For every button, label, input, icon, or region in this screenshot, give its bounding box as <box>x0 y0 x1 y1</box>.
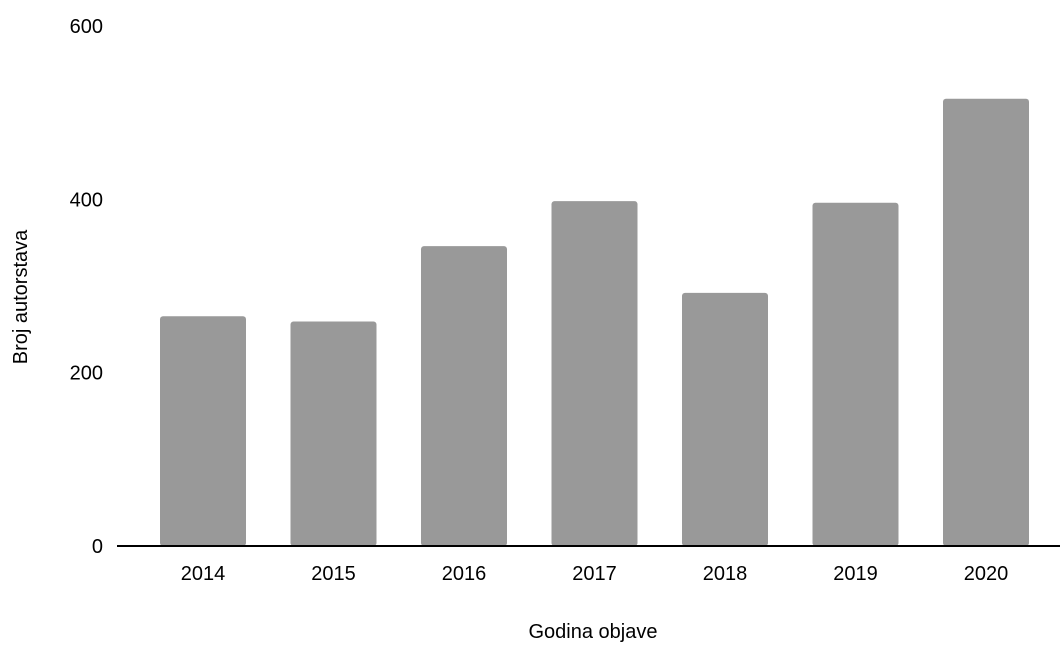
y-tick-label: 200 <box>70 363 103 385</box>
x-tick-label: 2014 <box>181 563 226 585</box>
x-tick-label: 2017 <box>572 563 617 585</box>
x-tick-label: 2016 <box>442 563 487 585</box>
x-tick-label: 2018 <box>703 563 748 585</box>
bar-2014 <box>160 316 246 546</box>
y-tick-label: 400 <box>70 189 103 211</box>
bar-series <box>160 98 1029 547</box>
y-axis-ticks: 0 200 400 600 <box>70 16 103 558</box>
y-tick-label: 0 <box>92 536 103 558</box>
x-tick-label: 2019 <box>833 563 878 585</box>
bar-2017 <box>551 201 638 546</box>
y-tick-label: 600 <box>70 16 103 38</box>
x-tick-label: 2015 <box>311 563 356 585</box>
bar-2019 <box>812 202 899 547</box>
bar-2018 <box>682 292 768 546</box>
bar-2016 <box>421 246 507 546</box>
y-axis-label: Broj autorstava <box>10 229 32 364</box>
bar-2015 <box>290 321 377 546</box>
x-axis-ticks: 2014 2015 2016 2017 2018 2019 2020 <box>181 563 1009 585</box>
x-axis-label: Godina objave <box>529 621 658 642</box>
x-tick-label: 2020 <box>964 563 1009 585</box>
bar-2020 <box>943 98 1029 547</box>
